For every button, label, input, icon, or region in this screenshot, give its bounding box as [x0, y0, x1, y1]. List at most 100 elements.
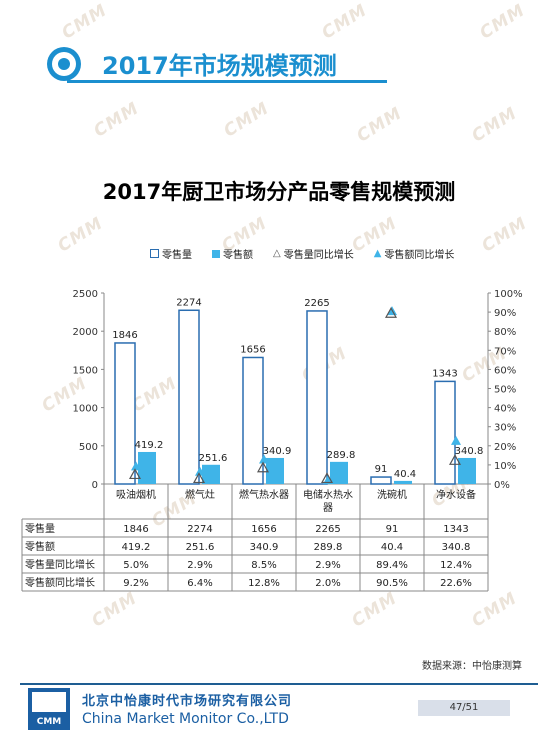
- data-label-retail-amount: 340.8: [455, 446, 484, 457]
- marker-volume-growth: [448, 454, 462, 465]
- company-name-cn: 北京中怡康时代市场研究有限公司: [82, 694, 293, 709]
- y-right-tick-label: 90%: [494, 308, 516, 319]
- table-cell: 91: [386, 524, 399, 535]
- bar-retail-volume: [242, 356, 264, 485]
- data-label-retail-amount: 289.8: [327, 450, 356, 461]
- company-name-en: China Market Monitor Co.,LTD: [82, 711, 289, 727]
- table-cell: 12.4%: [440, 560, 472, 571]
- table-cell: 1343: [443, 524, 468, 535]
- table-cell: 251.6: [186, 542, 215, 553]
- marker-amount-growth: [131, 461, 141, 471]
- table-cell: 2.9%: [315, 560, 340, 571]
- chart-title: 2017年厨卫市场分产品零售规模预测: [102, 180, 456, 204]
- x-category-label: 燃气热水器: [239, 488, 289, 501]
- bar-retail-volume: [434, 380, 456, 485]
- x-category-label: 燃气灶: [185, 488, 215, 501]
- y-right-tick-label: 60%: [494, 365, 516, 376]
- title-bullet-icon: [47, 47, 81, 81]
- marker-volume-growth: [192, 472, 206, 484]
- data-source-note: 数据来源：中怡康测算: [422, 661, 522, 672]
- legend-label: 零售额同比增长: [384, 250, 455, 261]
- legend-label: 零售量: [162, 250, 192, 261]
- data-label-retail-volume: 1846: [112, 330, 137, 341]
- table-cell: 1656: [251, 524, 276, 535]
- table-cell: 8.5%: [251, 560, 276, 571]
- table-cell: 2.9%: [187, 560, 212, 571]
- y-right-tick-label: 50%: [494, 385, 516, 396]
- marker-amount-growth: [195, 466, 205, 476]
- legend-item-volume: 零售量: [150, 246, 192, 261]
- table-cell: 2265: [315, 524, 340, 535]
- marker-volume-growth: [384, 307, 398, 318]
- y-right-tick-label: 10%: [494, 461, 516, 472]
- legend-hollow-square-icon: [150, 249, 159, 258]
- footer-divider: [20, 683, 538, 685]
- x-category-label: 吸油烟机: [116, 488, 156, 501]
- bar-retail-amount: [330, 461, 348, 484]
- y-left-tick-label: 1500: [73, 365, 98, 376]
- table-cell: 89.4%: [376, 560, 408, 571]
- page-title: 2017年市场规模预测: [102, 52, 337, 80]
- title-underline: [67, 80, 387, 83]
- x-category-label: 净水设备: [436, 488, 476, 501]
- table-cell: 419.2: [122, 542, 151, 553]
- table-cell: 5.0%: [123, 560, 148, 571]
- bar-retail-volume: [306, 310, 328, 485]
- bar-retail-amount: [138, 451, 156, 484]
- legend-item-volume-growth: △ 零售量同比增长: [273, 246, 354, 261]
- bar-retail-amount: [266, 457, 284, 484]
- table-cell: 22.6%: [440, 578, 472, 589]
- y-left-tick-label: 2000: [73, 327, 98, 338]
- chart-legend: 零售量 零售额 △ 零售量同比增长 ▲ 零售额同比增长: [150, 246, 474, 261]
- data-label-retail-amount: 251.6: [199, 453, 228, 464]
- marker-volume-growth: [128, 468, 142, 480]
- y-left-tick-label: 500: [79, 442, 98, 453]
- data-label-retail-volume: 1656: [240, 344, 265, 355]
- table-row-label: 零售量: [25, 522, 55, 535]
- table-cell: 2.0%: [315, 578, 340, 589]
- table-cell: 6.4%: [187, 578, 212, 589]
- x-category-label: 洗碗机: [377, 488, 407, 501]
- data-label-retail-volume: 2265: [304, 298, 329, 309]
- y-right-tick-label: 30%: [494, 423, 516, 434]
- data-label-retail-volume: 91: [375, 464, 388, 475]
- y-right-tick-label: 20%: [494, 442, 516, 453]
- bar-retail-amount: [202, 464, 220, 484]
- y-left-tick-label: 0: [92, 480, 98, 491]
- table-cell: 2274: [187, 524, 212, 535]
- bar-retail-volume: [114, 342, 136, 485]
- marker-amount-growth: [259, 454, 269, 464]
- table-cell: 40.4: [381, 542, 403, 553]
- marker-amount-growth: [451, 435, 461, 445]
- logo-text: CMM: [36, 717, 62, 727]
- chart-area: 0 500 1000 1500 2000 2500 0% 10% 20% 30% 40% 50% 60%…: [21, 289, 523, 592]
- page-number: 47/51: [418, 700, 510, 716]
- y-left-tick-label: 2500: [73, 289, 98, 300]
- table-cell: 289.8: [314, 542, 343, 553]
- table-cell: 340.8: [442, 542, 471, 553]
- bar-retail-amount: [394, 480, 412, 484]
- marker-volume-growth: [320, 472, 334, 484]
- data-label-retail-volume: 1343: [432, 368, 457, 379]
- table-row-label: 零售额同比增长: [25, 576, 95, 589]
- bar-retail-volume: [370, 476, 392, 485]
- data-label-retail-volume: 2274: [176, 297, 201, 308]
- footer: CMM 北京中怡康时代市场研究有限公司 China Market Monitor…: [0, 680, 558, 742]
- y-right-tick-label: 80%: [494, 327, 516, 338]
- legend-label: 零售额: [223, 250, 253, 261]
- table-cell: 9.2%: [123, 578, 148, 589]
- data-label-retail-amount: 419.2: [135, 440, 164, 451]
- legend-filled-triangle-icon: ▲: [373, 248, 382, 259]
- table-cell: 340.9: [250, 542, 279, 553]
- legend-label: 零售量同比增长: [283, 250, 354, 261]
- y-left-tick-label: 1000: [73, 404, 98, 415]
- y-right-tick-label: 70%: [494, 346, 516, 357]
- legend-item-amount: 零售额: [212, 246, 253, 261]
- company-logo: CMM: [28, 688, 70, 730]
- bar-retail-amount: [458, 457, 476, 484]
- data-label-retail-amount: 340.9: [263, 446, 292, 457]
- legend-filled-square-icon: [212, 249, 220, 258]
- bar-retail-volume: [178, 309, 200, 485]
- table-cell: 12.8%: [248, 578, 280, 589]
- y-right-tick-label: 40%: [494, 404, 516, 415]
